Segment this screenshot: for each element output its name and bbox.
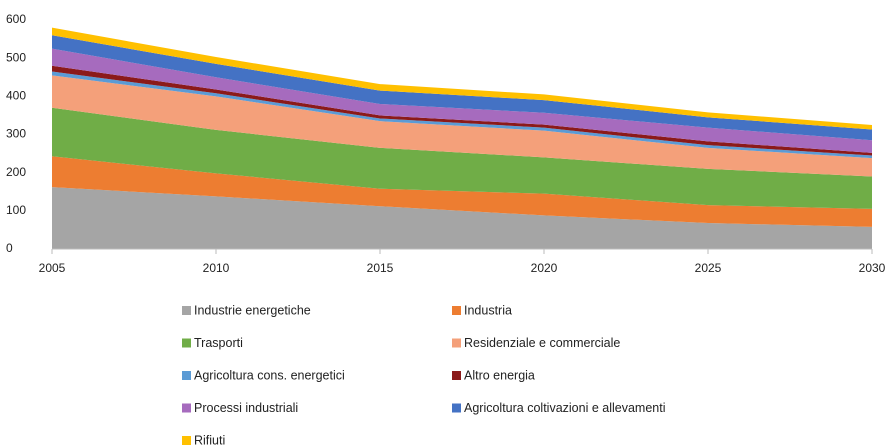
area [52, 187, 872, 249]
y-tick-label: 200 [6, 165, 26, 179]
x-tick-label: 2015 [367, 261, 394, 275]
y-tick-label: 0 [6, 241, 13, 255]
legend-label: Altro energia [464, 368, 535, 382]
legend-label: Trasporti [194, 336, 243, 350]
area [52, 48, 872, 153]
legend-swatch [452, 338, 461, 348]
y-tick-label: 600 [6, 12, 26, 26]
legend-label: Residenziale e commerciale [464, 336, 620, 350]
legend-swatch [182, 306, 191, 315]
area [52, 27, 872, 130]
y-tick-label: 100 [6, 203, 26, 217]
x-tick-label: 2030 [859, 261, 886, 275]
x-tick-label: 2010 [203, 261, 230, 275]
legend-label: Processi industriali [194, 401, 298, 415]
legend-label: Agricoltura cons. energetici [194, 368, 345, 382]
legend-swatch [182, 371, 191, 380]
legend-label: Industria [464, 303, 512, 317]
area [52, 75, 872, 177]
legend-swatch [452, 306, 461, 315]
area [52, 156, 872, 227]
legend-swatch [182, 338, 191, 348]
legend-swatch [452, 371, 461, 380]
y-tick-label: 300 [6, 127, 26, 141]
legend-swatch [452, 403, 461, 413]
x-tick-label: 2020 [531, 261, 558, 275]
y-tick-label: 500 [6, 50, 26, 64]
legend-swatch [182, 436, 191, 445]
legend-label: Industrie energetiche [194, 303, 311, 317]
legend-label: Rifiuti [194, 433, 225, 447]
legend-label: Agricoltura coltivazioni e allevamenti [464, 401, 665, 415]
x-tick-label: 2025 [695, 261, 722, 275]
y-tick-label: 400 [6, 89, 26, 103]
x-tick-label: 2005 [39, 261, 66, 275]
area [52, 107, 872, 209]
area [52, 35, 872, 141]
legend-swatch [182, 403, 191, 413]
